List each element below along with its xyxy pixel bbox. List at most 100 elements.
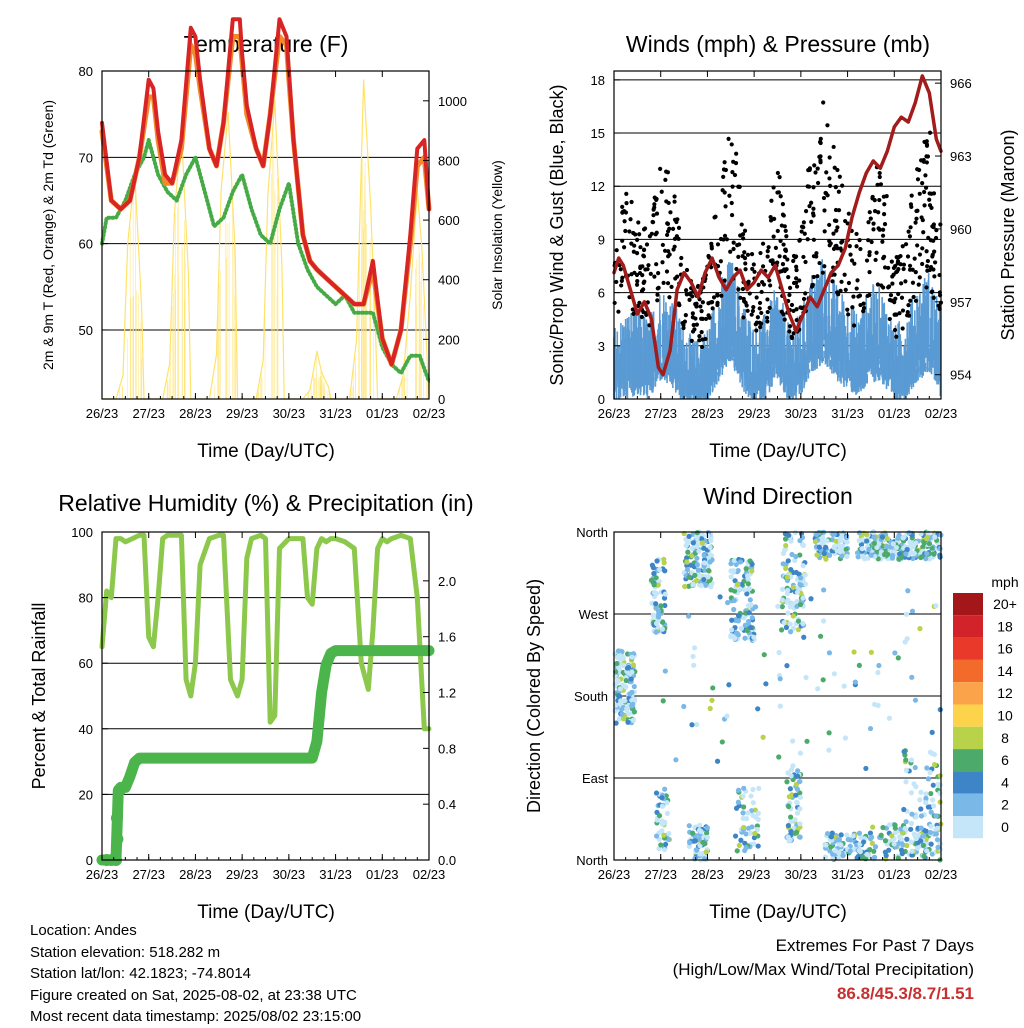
direction-point bbox=[741, 824, 747, 831]
gust-point bbox=[913, 298, 919, 303]
gust-point bbox=[745, 252, 751, 257]
direction-point bbox=[858, 541, 865, 548]
y-tick-label: 3 bbox=[598, 339, 605, 354]
direction-point bbox=[926, 541, 933, 547]
gust-point bbox=[875, 182, 880, 187]
direction-point bbox=[930, 797, 936, 803]
gust-point bbox=[743, 261, 748, 266]
gust-point bbox=[640, 272, 645, 278]
direction-point bbox=[869, 840, 875, 846]
gust-point bbox=[886, 285, 891, 290]
direction-point bbox=[661, 560, 667, 566]
direction-point bbox=[784, 779, 790, 785]
gust-point bbox=[779, 223, 784, 228]
direction-point bbox=[650, 565, 656, 571]
gust-point bbox=[738, 295, 743, 300]
direction-point bbox=[928, 809, 934, 815]
legend-swatch bbox=[953, 682, 983, 705]
gust-point bbox=[629, 241, 634, 246]
direction-point bbox=[707, 705, 713, 712]
direction-point bbox=[618, 698, 624, 704]
gust-point bbox=[631, 230, 636, 236]
direction-point bbox=[864, 851, 870, 857]
gust-point bbox=[843, 218, 848, 224]
gust-point bbox=[818, 160, 823, 165]
direction-point bbox=[745, 810, 751, 816]
gust-point bbox=[924, 139, 929, 144]
gust-point bbox=[900, 308, 906, 313]
gust-point bbox=[894, 334, 899, 339]
gust-point bbox=[706, 301, 711, 306]
gust-point bbox=[905, 313, 910, 318]
gust-point bbox=[690, 294, 695, 299]
direction-point bbox=[779, 604, 785, 610]
direction-point bbox=[630, 701, 636, 707]
direction-point bbox=[786, 794, 792, 800]
gust-point bbox=[669, 284, 674, 289]
direction-point bbox=[666, 830, 672, 837]
direction-point bbox=[755, 810, 761, 816]
gust-point bbox=[760, 241, 766, 246]
gust-point bbox=[828, 183, 833, 188]
gust-point bbox=[806, 184, 812, 189]
gust-point bbox=[807, 203, 812, 209]
direction-point bbox=[929, 545, 935, 551]
x-tick-label: 02/23 bbox=[413, 406, 446, 421]
gust-point bbox=[794, 317, 799, 323]
gust-point bbox=[661, 280, 666, 285]
gust-point bbox=[709, 241, 714, 246]
gust-point bbox=[678, 262, 683, 267]
direction-point bbox=[908, 757, 915, 763]
direction-point bbox=[748, 793, 754, 799]
gust-point bbox=[821, 195, 827, 201]
gust-point bbox=[619, 278, 624, 284]
direction-point bbox=[826, 747, 832, 753]
gust-point bbox=[931, 267, 936, 272]
direction-point bbox=[629, 697, 635, 703]
direction-point bbox=[892, 650, 898, 656]
direction-point bbox=[750, 812, 756, 819]
direction-point bbox=[651, 590, 658, 596]
gust-point bbox=[634, 251, 640, 256]
gust-point bbox=[920, 181, 925, 186]
direction-point bbox=[779, 597, 785, 603]
gust-point bbox=[831, 246, 837, 251]
gust-point bbox=[614, 248, 619, 253]
direction-point bbox=[743, 831, 749, 837]
gust-point bbox=[815, 166, 820, 171]
gust-point bbox=[871, 221, 876, 226]
y2-tick-label: 954 bbox=[950, 368, 972, 383]
direction-point bbox=[761, 652, 767, 658]
direction-point bbox=[793, 553, 799, 560]
gust-point bbox=[817, 139, 823, 145]
gust-point bbox=[827, 155, 832, 160]
x-tick-label: 26/23 bbox=[598, 867, 631, 882]
gust-point bbox=[729, 200, 734, 206]
direction-point bbox=[870, 824, 876, 830]
direction-point bbox=[659, 803, 665, 809]
gust-point bbox=[624, 191, 629, 196]
direction-point bbox=[835, 855, 842, 861]
direction-point bbox=[623, 684, 629, 690]
direction-point bbox=[844, 832, 850, 838]
direction-point bbox=[702, 841, 708, 847]
direction-point bbox=[923, 535, 930, 542]
temp-2m-line bbox=[100, 17, 431, 367]
y2-tick-label: 200 bbox=[438, 332, 460, 347]
gust-point bbox=[652, 274, 657, 279]
direction-point bbox=[912, 764, 918, 771]
direction-point bbox=[790, 738, 796, 744]
direction-point bbox=[861, 839, 867, 845]
direction-point bbox=[748, 602, 754, 608]
gust-point bbox=[907, 263, 913, 268]
gust-point bbox=[846, 211, 851, 216]
direction-point bbox=[908, 820, 915, 826]
direction-point bbox=[884, 535, 890, 542]
gust-point bbox=[876, 226, 881, 231]
gust-point bbox=[905, 310, 910, 315]
gust-point bbox=[836, 189, 841, 194]
direction-point bbox=[836, 850, 842, 856]
gust-point bbox=[767, 278, 772, 283]
direction-point bbox=[927, 769, 933, 775]
gust-point bbox=[644, 242, 650, 247]
